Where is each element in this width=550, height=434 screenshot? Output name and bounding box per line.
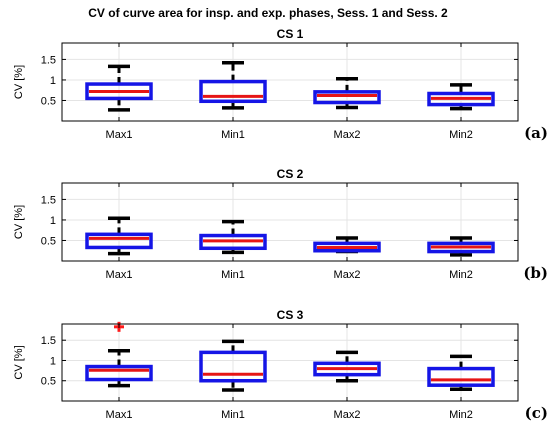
- box-iqr: [313, 241, 381, 253]
- panel-2: 0.5 1 1.5 Max1 Min1 Max2 Min2 CS 2 CV [%] (b): [13, 167, 548, 282]
- axes-frame: [61, 42, 519, 122]
- x-tick-label: Max2: [334, 129, 361, 141]
- x-tick-label: Min1: [221, 409, 245, 421]
- panel-label: (c): [525, 404, 548, 422]
- y-tick-label: 1.5: [41, 335, 56, 347]
- x-tick-label: Max1: [106, 129, 133, 141]
- y-tick-label: 0.5: [41, 95, 56, 107]
- x-tick-label: Min2: [449, 129, 473, 141]
- panel-3: 0.5 1 1.5 Max1 Min1 Max2 Min2 CS 3 CV [%] (c): [13, 308, 548, 422]
- box-iqr: [313, 361, 381, 377]
- box-iqr: [199, 350, 267, 383]
- panel-label: (b): [523, 264, 548, 282]
- box-iqr: [85, 82, 153, 101]
- box-iqr: [427, 91, 495, 107]
- y-tick-label: 1: [50, 75, 56, 87]
- box-iqr: [313, 90, 381, 105]
- y-axis-label: CV [%]: [13, 65, 25, 99]
- y-tick-label: 0.5: [41, 235, 56, 247]
- axes-frame: [61, 182, 519, 262]
- y-axis-label: CV [%]: [13, 345, 25, 379]
- subplot-title: CS 1: [277, 27, 304, 41]
- subplot-title: CS 2: [277, 167, 304, 181]
- box-iqr: [85, 364, 153, 382]
- y-tick-label: 1.5: [41, 54, 56, 66]
- x-tick-label: Min1: [221, 129, 245, 141]
- box-iqr: [427, 366, 495, 387]
- y-tick-label: 1.5: [41, 194, 56, 206]
- box-iqr: [85, 232, 153, 250]
- figure-title: CV of curve area for insp. and exp. phas…: [88, 6, 448, 20]
- x-tick-label: Min2: [449, 269, 473, 281]
- subplot-title: CS 3: [277, 308, 304, 322]
- axes-frame: [61, 323, 519, 402]
- panel-1: 0.5 1 1.5 Max1 Min1 Max2 Min2 CS 1 CV [%] (a): [13, 27, 548, 142]
- x-tick-label: Max1: [106, 269, 133, 281]
- x-tick-label: Max2: [334, 269, 361, 281]
- y-tick-label: 0.5: [41, 376, 56, 388]
- box-iqr: [199, 233, 267, 251]
- x-tick-label: Min1: [221, 269, 245, 281]
- y-tick-label: 1: [50, 355, 56, 367]
- panel-label: (a): [524, 124, 548, 142]
- box-iqr: [199, 79, 267, 104]
- x-tick-label: Max1: [106, 409, 133, 421]
- box-iqr: [427, 241, 495, 254]
- x-tick-label: Max2: [334, 409, 361, 421]
- x-tick-label: Min2: [449, 409, 473, 421]
- y-axis-label: CV [%]: [13, 205, 25, 239]
- y-tick-label: 1: [50, 215, 56, 227]
